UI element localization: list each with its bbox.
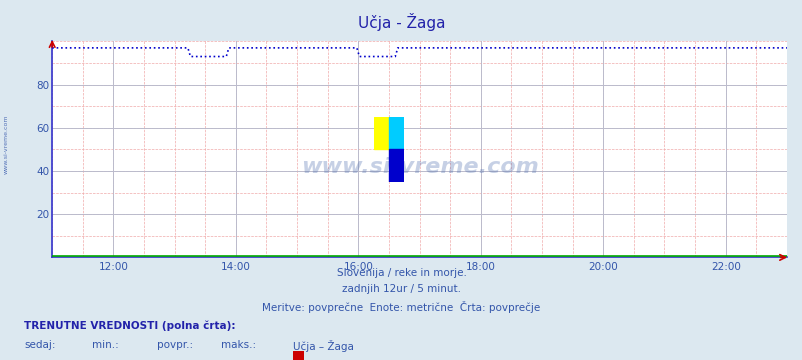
Text: povpr.:: povpr.: bbox=[156, 340, 192, 350]
Text: Slovenija / reke in morje.: Slovenija / reke in morje. bbox=[336, 268, 466, 278]
Text: www.si-vreme.com: www.si-vreme.com bbox=[4, 114, 9, 174]
Text: min.:: min.: bbox=[92, 340, 119, 350]
Text: Učja – Žaga: Učja – Žaga bbox=[293, 340, 354, 352]
Bar bbox=[373, 117, 388, 149]
Bar bbox=[388, 149, 403, 182]
Text: maks.:: maks.: bbox=[221, 340, 256, 350]
Text: zadnjih 12ur / 5 minut.: zadnjih 12ur / 5 minut. bbox=[342, 284, 460, 294]
Text: TRENUTNE VREDNOSTI (polna črta):: TRENUTNE VREDNOSTI (polna črta): bbox=[24, 320, 235, 331]
Text: sedaj:: sedaj: bbox=[24, 340, 55, 350]
Text: www.si-vreme.com: www.si-vreme.com bbox=[300, 157, 538, 177]
Bar bbox=[388, 117, 403, 149]
Text: Meritve: povprečne  Enote: metrične  Črta: povprečje: Meritve: povprečne Enote: metrične Črta:… bbox=[262, 301, 540, 312]
Text: Učja - Žaga: Učja - Žaga bbox=[358, 13, 444, 31]
